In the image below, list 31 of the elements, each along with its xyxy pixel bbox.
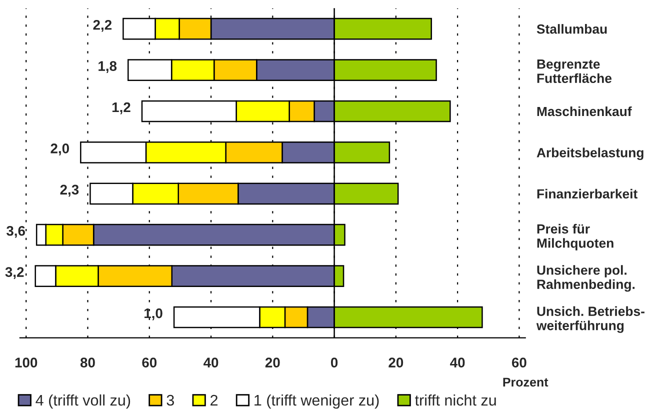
annotation: 1,0 (144, 308, 162, 320)
annotation: 2,2 (93, 20, 112, 32)
x-axis-title: Prozent (503, 378, 548, 387)
x-tick-label: 60 (512, 358, 526, 368)
x-tick-label: 60 (142, 358, 157, 368)
y-tick-label: Stallumbau (536, 24, 607, 34)
x-tick-label: 80 (80, 358, 95, 368)
annotation: 3,2 (5, 267, 24, 280)
legend-label: 1 (trifft weniger zu) (254, 394, 379, 409)
annotation: 1,8 (98, 61, 117, 74)
y-tick-label: Unsichere pol. Rahmenbeding. (537, 265, 635, 292)
legend-label: 2 (210, 394, 218, 406)
legend-label: trifft nicht zu (415, 394, 496, 406)
x-tick-label: 0 (330, 358, 338, 368)
legend-label: 3 (166, 394, 174, 406)
y-tick-label: Arbeitsbelastung (536, 148, 644, 160)
x-tick-label: 20 (388, 358, 404, 368)
legend-label: 4 (trifft voll zu) (36, 394, 130, 409)
x-tick-label: 20 (265, 358, 280, 368)
y-tick-label: Begrenzte Futterfläche (537, 60, 612, 84)
x-tick-label: 100 (15, 358, 38, 368)
annotation: 1,2 (112, 102, 130, 114)
y-tick-label: Preis für Milchquoten (537, 224, 614, 250)
y-tick-label: Maschinenkauf (537, 106, 632, 116)
annotation: 2,3 (60, 184, 79, 197)
x-tick-label: 40 (204, 358, 218, 368)
y-tick-label: Unsich. Betriebs- weiterführung (536, 306, 644, 333)
x-tick-label: 40 (450, 358, 465, 368)
y-tick-label: Finanzierbarkeit (537, 188, 638, 199)
annotation: 3,6 (6, 226, 25, 238)
annotation: 2,0 (50, 144, 69, 156)
